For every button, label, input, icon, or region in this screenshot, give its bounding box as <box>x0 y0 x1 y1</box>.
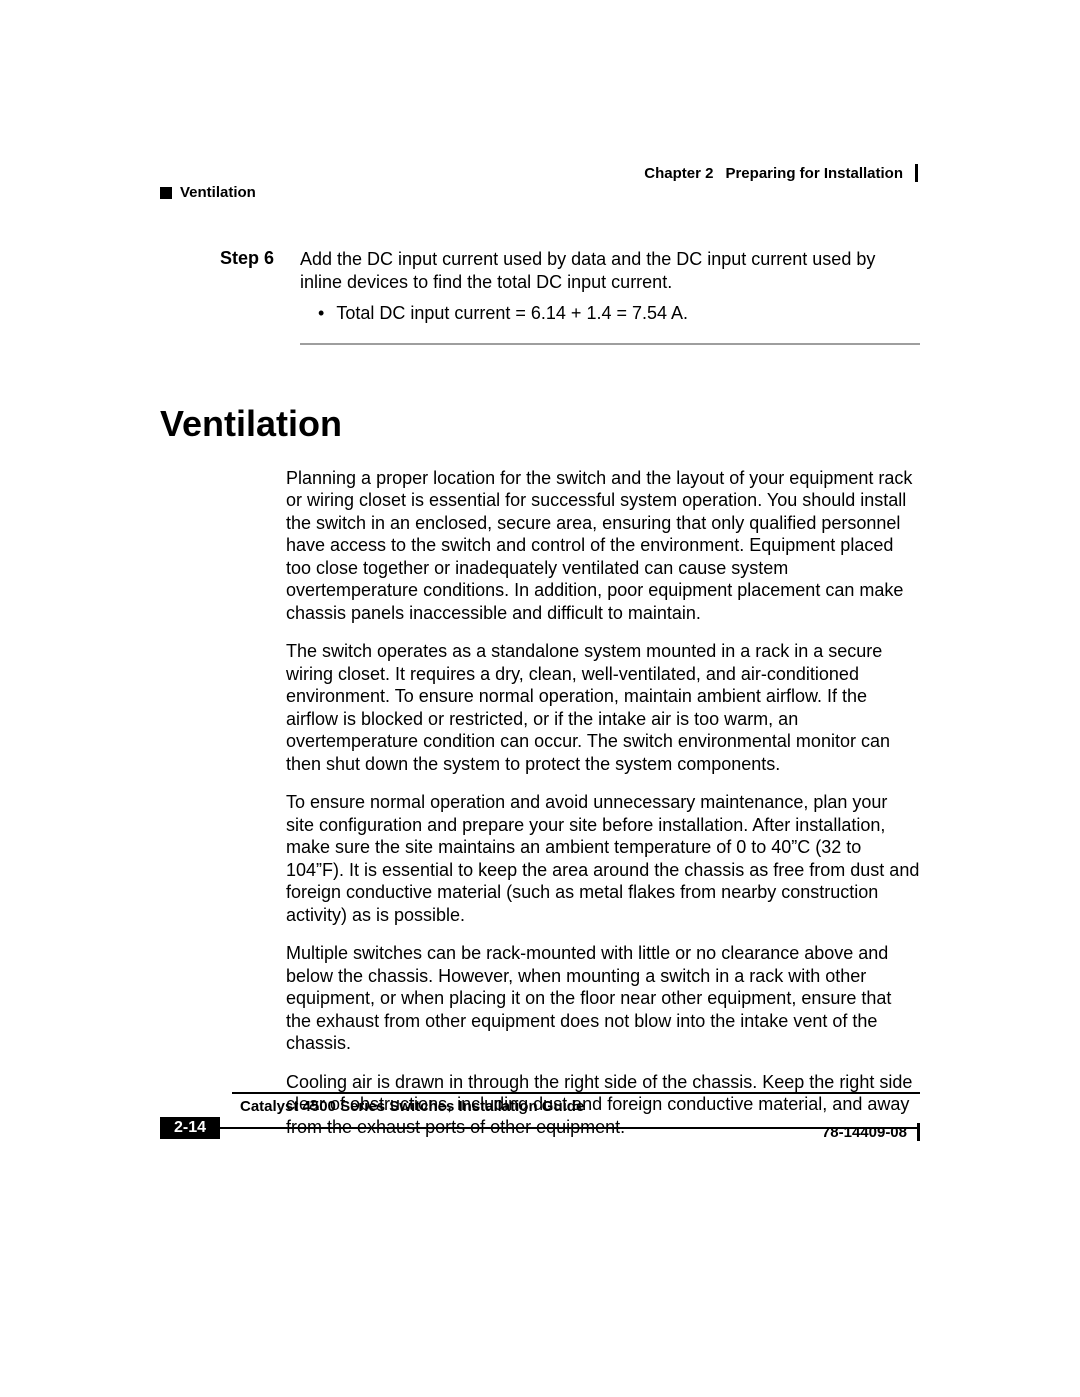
footer-guide-title: Catalyst 4500 Series Switches Installati… <box>240 1098 920 1115</box>
footer-upper-rule <box>232 1092 920 1094</box>
header-divider-bar <box>915 164 918 182</box>
page-footer: Catalyst 4500 Series Switches Installati… <box>160 1092 920 1139</box>
document-id-bar <box>917 1123 920 1141</box>
step-body: Add the DC input current used by data an… <box>300 248 920 293</box>
bullet-text: Total DC input current = 6.14 + 1.4 = 7.… <box>336 303 688 325</box>
body-paragraph: To ensure normal operation and avoid unn… <box>286 791 920 926</box>
body-paragraph: Multiple switches can be rack-mounted wi… <box>286 942 920 1055</box>
step-row: Step 6 Add the DC input current used by … <box>220 248 920 293</box>
chapter-label: Chapter 2 <box>644 165 713 182</box>
section-marker: Ventilation <box>160 184 256 201</box>
step-divider <box>300 343 920 345</box>
section-heading: Ventilation <box>160 403 920 445</box>
content-area: Step 6 Add the DC input current used by … <box>160 248 920 1154</box>
footer-lower-rule <box>220 1127 920 1129</box>
footer-bar-row: 2-14 <box>160 1117 920 1139</box>
section-square-icon <box>160 187 172 199</box>
step-bullet: • Total DC input current = 6.14 + 1.4 = … <box>318 303 920 325</box>
document-id: 78-14409-08 <box>822 1123 920 1141</box>
document-id-text: 78-14409-08 <box>822 1124 907 1141</box>
body-paragraph: The switch operates as a standalone syst… <box>286 640 920 775</box>
body-paragraph: Planning a proper location for the switc… <box>286 467 920 625</box>
chapter-title: Preparing for Installation <box>725 165 903 182</box>
page: Chapter 2 Preparing for Installation Ven… <box>0 0 1080 1397</box>
step-label: Step 6 <box>220 248 280 293</box>
bullet-dot-icon: • <box>318 303 324 325</box>
page-number-badge: 2-14 <box>160 1117 220 1139</box>
section-marker-label: Ventilation <box>180 184 256 201</box>
running-header: Chapter 2 Preparing for Installation <box>644 164 918 182</box>
